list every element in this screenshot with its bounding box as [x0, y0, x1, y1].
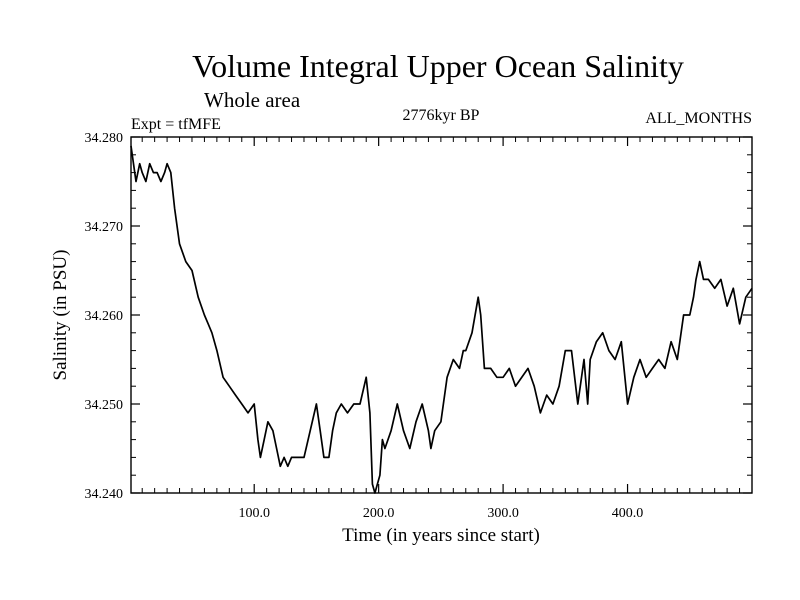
y-axis-label: Salinity (in PSU)	[50, 250, 71, 381]
y-tick-label: 34.240	[85, 487, 124, 502]
chart-subtitle: Whole area	[204, 88, 301, 112]
period-label: 2776kyr BP	[403, 107, 480, 124]
x-tick-label: 100.0	[238, 506, 270, 521]
plot-frame	[130, 136, 753, 494]
x-axis-label: Time (in years since start)	[342, 525, 540, 546]
x-tick-label: 400.0	[612, 506, 644, 521]
y-axis-ticks: 34.240 34.250 34.260 34.270 34.280	[85, 131, 752, 502]
minor-ticks	[131, 137, 752, 493]
y-tick-label: 34.270	[85, 220, 124, 235]
months-label: ALL_MONTHS	[645, 110, 752, 127]
y-tick-label: 34.280	[85, 131, 124, 146]
y-tick-label: 34.260	[85, 309, 124, 324]
y-tick-label: 34.250	[85, 398, 124, 413]
chart-title: Volume Integral Upper Ocean Salinity	[192, 48, 684, 84]
x-axis-ticks: 100.0 200.0 300.0 400.0	[238, 137, 643, 521]
x-tick-label: 200.0	[363, 506, 395, 521]
experiment-label: Expt = tfMFE	[131, 116, 221, 133]
x-tick-label: 300.0	[487, 506, 519, 521]
salinity-series-line	[130, 145, 753, 494]
